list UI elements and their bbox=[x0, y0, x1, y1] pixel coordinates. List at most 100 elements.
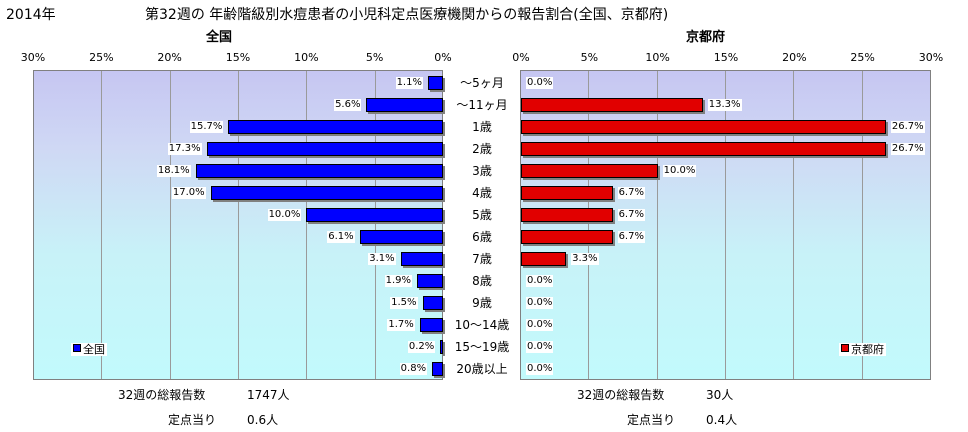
category-label: 4歳 bbox=[472, 186, 492, 200]
left-bar bbox=[210, 186, 443, 200]
legend-swatch-icon bbox=[841, 344, 849, 352]
left-data-label: 1.1% bbox=[395, 77, 423, 89]
category-label: 8歳 bbox=[472, 274, 492, 288]
left-data-label: 6.1% bbox=[327, 231, 355, 243]
category-label: 1歳 bbox=[472, 120, 492, 134]
right-data-label: 6.7% bbox=[617, 231, 645, 243]
right-x-tick-label: 15% bbox=[713, 51, 739, 64]
left-legend: 全国 bbox=[71, 343, 107, 356]
left-total-value: 1747人 bbox=[247, 388, 290, 402]
right-data-label: 10.0% bbox=[662, 165, 697, 177]
right-gridline bbox=[861, 71, 863, 379]
left-x-tick-label: 30% bbox=[20, 51, 46, 64]
left-gridline bbox=[101, 71, 103, 379]
category-label: ～5ヶ月 bbox=[460, 76, 504, 90]
left-x-tick-label: 15% bbox=[225, 51, 251, 64]
left-bar bbox=[306, 208, 443, 222]
left-bar bbox=[228, 120, 443, 134]
right-x-tick-label: 20% bbox=[782, 51, 807, 64]
left-bar bbox=[195, 164, 443, 178]
left-bar bbox=[427, 76, 443, 90]
right-data-label: 26.7% bbox=[890, 121, 925, 133]
left-data-label: 0.8% bbox=[399, 363, 428, 375]
category-label: 9歳 bbox=[472, 296, 492, 310]
right-bar bbox=[521, 186, 613, 200]
left-bar bbox=[440, 340, 443, 354]
category-label: 6歳 bbox=[472, 230, 492, 244]
right-data-label: 6.7% bbox=[617, 187, 645, 199]
right-bar bbox=[521, 142, 886, 156]
right-gridline bbox=[656, 71, 658, 379]
right-x-tick-label: 10% bbox=[645, 51, 670, 64]
left-gridline bbox=[374, 71, 376, 379]
right-data-label: 0.0% bbox=[526, 297, 554, 309]
left-panel-title: 全国 bbox=[206, 30, 233, 45]
left-legend-label: 全国 bbox=[83, 343, 105, 356]
category-label: 7歳 bbox=[472, 252, 492, 266]
right-data-label: 0.0% bbox=[526, 275, 554, 287]
left-x-tick-label: 25% bbox=[89, 51, 114, 64]
left-total-label: 32週の総報告数 bbox=[118, 388, 206, 402]
right-data-label: 0.0% bbox=[526, 363, 554, 375]
left-gridline bbox=[169, 71, 171, 379]
category-label: 10～14歳 bbox=[454, 318, 510, 332]
category-label: 5歳 bbox=[472, 208, 492, 222]
left-bar bbox=[206, 142, 443, 156]
left-bar bbox=[400, 252, 443, 266]
left-bar bbox=[422, 296, 443, 310]
right-bar bbox=[521, 208, 613, 222]
left-data-label: 1.9% bbox=[384, 275, 413, 287]
right-data-label: 0.0% bbox=[526, 77, 554, 89]
left-data-label: 3.1% bbox=[368, 253, 396, 265]
right-total-label: 32週の総報告数 bbox=[577, 388, 665, 402]
category-label: 20歳以上 bbox=[456, 362, 508, 376]
left-plot-area bbox=[33, 70, 443, 380]
left-bar bbox=[432, 362, 443, 376]
legend-swatch-icon bbox=[73, 344, 81, 352]
left-bar bbox=[366, 98, 443, 112]
category-label: ～11ヶ月 bbox=[456, 98, 508, 112]
right-total-value: 30人 bbox=[706, 388, 734, 402]
left-data-label: 18.1% bbox=[156, 165, 191, 177]
right-data-label: 13.3% bbox=[707, 99, 742, 111]
right-x-tick-label: 0% bbox=[512, 51, 530, 64]
right-data-label: 3.3% bbox=[571, 253, 599, 265]
chart-title: 第32週の 年齢階級別水痘患者の小児科定点医療機関からの報告割合(全国、京都府) bbox=[145, 7, 669, 23]
left-data-label: 1.5% bbox=[390, 297, 418, 309]
right-gridline bbox=[725, 71, 726, 379]
right-x-tick-label: 5% bbox=[580, 51, 599, 64]
right-gridline bbox=[588, 71, 590, 379]
left-x-tick-label: 5% bbox=[365, 51, 384, 64]
right-bar bbox=[521, 98, 703, 112]
left-data-label: 15.7% bbox=[189, 121, 224, 133]
right-data-label: 0.0% bbox=[526, 341, 554, 353]
right-bar bbox=[521, 120, 886, 134]
right-panel-title: 京都府 bbox=[686, 30, 726, 45]
right-per-site-label: 定点当り bbox=[627, 413, 676, 427]
left-data-label: 1.7% bbox=[387, 319, 415, 331]
right-data-label: 26.7% bbox=[890, 143, 925, 155]
right-bar bbox=[521, 252, 567, 266]
right-x-tick-label: 25% bbox=[850, 51, 875, 64]
right-bar bbox=[521, 230, 613, 244]
left-data-label: 0.2% bbox=[407, 341, 436, 353]
right-data-label: 0.0% bbox=[526, 319, 554, 331]
right-legend: 京都府 bbox=[839, 343, 886, 356]
right-legend-label: 京都府 bbox=[851, 343, 884, 356]
right-gridline bbox=[793, 71, 795, 379]
left-per-site-value: 0.6人 bbox=[247, 413, 279, 427]
left-bar bbox=[359, 230, 443, 244]
right-per-site-value: 0.4人 bbox=[706, 413, 738, 427]
category-label: 2歳 bbox=[472, 142, 492, 156]
left-bar bbox=[417, 274, 443, 288]
right-plot-area bbox=[520, 70, 931, 380]
left-bar bbox=[419, 318, 443, 332]
left-data-label: 17.3% bbox=[167, 143, 202, 155]
left-x-tick-label: 0% bbox=[434, 51, 452, 64]
left-per-site-label: 定点当り bbox=[168, 413, 217, 427]
left-data-label: 17.0% bbox=[171, 187, 206, 199]
left-x-tick-label: 20% bbox=[157, 51, 182, 64]
year-label: 2014年 bbox=[6, 7, 56, 23]
left-gridline bbox=[306, 71, 308, 379]
left-gridline bbox=[238, 71, 239, 379]
